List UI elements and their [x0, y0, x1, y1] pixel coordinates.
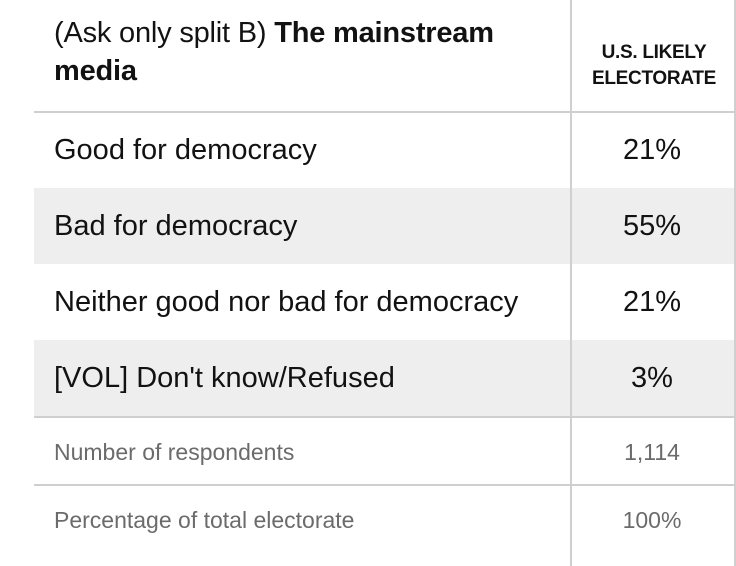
table-row: Bad for democracy 55% — [34, 188, 736, 264]
row-value: 21% — [622, 286, 682, 318]
column-divider-right — [734, 0, 736, 566]
row-value: 3% — [631, 362, 673, 394]
question-subject: The mainstream media — [54, 17, 494, 87]
respondents-label: Number of respondents — [54, 439, 295, 465]
row-label: Neither good nor bad for democracy — [54, 286, 519, 318]
respondents-value: 1,114 — [624, 439, 680, 465]
table-row: [VOL] Don't know/Refused 3% — [34, 340, 736, 416]
respondents-row: Number of respondents 1,114 — [34, 418, 736, 486]
electorate-percentage-row: Percentage of total electorate 100% — [34, 486, 736, 554]
column-divider — [570, 0, 572, 566]
table-header: (Ask only split B) The mainstream media … — [34, 0, 736, 113]
row-label: Bad for democracy — [54, 210, 298, 242]
question-prefix: (Ask only split B) — [54, 17, 267, 49]
row-label: Good for democracy — [54, 134, 317, 166]
electorate-percentage-label: Percentage of total electorate — [54, 507, 355, 533]
column-header-line-1: U.S. LIKELY — [601, 42, 707, 63]
row-divider — [34, 416, 736, 418]
row-value: 21% — [622, 134, 682, 166]
table-row: Good for democracy 21% — [34, 112, 736, 188]
row-label: [VOL] Don't know/Refused — [54, 362, 395, 394]
column-header-electorate: U.S. LIKELY ELECTORATE — [572, 40, 736, 92]
electorate-percentage-value: 100% — [622, 507, 682, 533]
column-header-line-2: ELECTORATE — [591, 68, 717, 89]
row-value: 55% — [622, 210, 682, 242]
question-title: (Ask only split B) The mainstream media — [54, 14, 544, 90]
table-row: Neither good nor bad for democracy 21% — [34, 264, 736, 340]
row-divider — [34, 484, 736, 486]
